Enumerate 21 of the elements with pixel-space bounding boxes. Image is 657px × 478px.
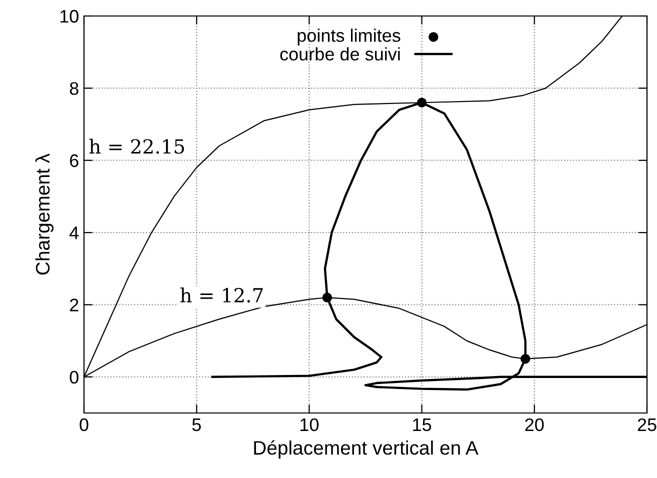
y-tick-label: 0: [70, 370, 78, 384]
point: [416, 98, 427, 108]
x-tick-label: 5: [192, 418, 201, 432]
y-tick-label: 2: [70, 298, 78, 312]
legend-label: points limites: [298, 28, 400, 46]
x-tick-label: 15: [413, 418, 432, 432]
series-label: h = 12.7: [180, 288, 263, 303]
x-axis-title: Déplacement vertical en A: [254, 440, 478, 459]
y-axis-title: Chargement λ: [35, 154, 54, 275]
y-tick-label: 8: [70, 82, 78, 95]
y-tick-label: 10: [60, 10, 78, 23]
series-label: h = 22.15: [89, 138, 184, 154]
legend-label: courbe de suivi: [280, 47, 400, 61]
x-tick-label: 0: [80, 418, 88, 432]
point: [520, 354, 530, 364]
x-tick-label: 25: [638, 418, 656, 432]
y-tick-label: 6: [70, 154, 78, 168]
x-tick-label: 20: [525, 418, 544, 432]
y-tick-label: 4: [70, 226, 79, 240]
x-tick-label: 10: [300, 418, 319, 432]
point: [322, 292, 332, 302]
